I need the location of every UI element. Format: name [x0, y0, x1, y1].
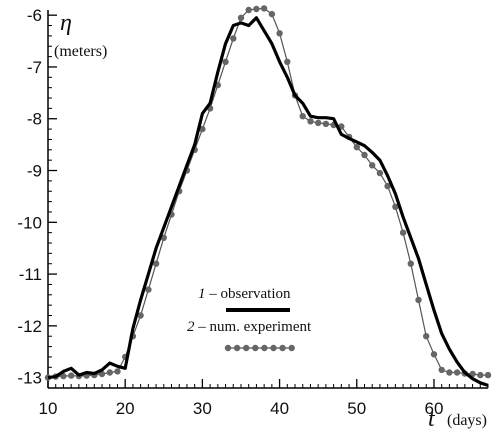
legend-swatch-dot — [233, 344, 241, 352]
data-point-num-experiment — [477, 371, 484, 379]
data-point-num-experiment — [369, 162, 376, 169]
y-tick-label: -13 — [17, 369, 42, 388]
data-point-num-experiment — [384, 182, 391, 190]
ticks: 10 20 30 40 50 60 -6 -7 -8 -9 -10 -11 -12 -13 — [17, 6, 489, 418]
series — [44, 5, 492, 387]
y-tick-label: -7 — [27, 58, 42, 77]
data-point-num-experiment — [315, 119, 322, 127]
data-point-num-experiment — [268, 10, 276, 18]
data-point-num-experiment — [276, 30, 283, 37]
data-point-num-experiment — [68, 372, 75, 379]
data-point-num-experiment — [260, 5, 268, 12]
data-point-num-experiment — [446, 369, 453, 376]
y-tick-label: -8 — [27, 110, 42, 129]
y-tick-label: -11 — [19, 265, 42, 284]
data-point-num-experiment — [453, 369, 461, 376]
data-point-num-experiment — [438, 366, 445, 374]
series-line-num-experiment — [47, 7, 488, 379]
legend-swatch-num-experiment — [224, 344, 295, 352]
legend-swatch-dot — [261, 344, 268, 352]
data-point-num-experiment — [353, 144, 360, 151]
data-point-num-experiment — [307, 118, 314, 125]
data-point-num-experiment — [430, 351, 438, 358]
data-point-num-experiment — [322, 120, 330, 128]
x-tick-label: 50 — [347, 399, 366, 418]
data-point-num-experiment — [152, 260, 160, 267]
x-tick-label: 30 — [193, 399, 212, 418]
data-point-num-experiment — [392, 203, 399, 210]
x-tick-label: 60 — [425, 399, 444, 418]
data-point-num-experiment — [230, 35, 237, 42]
data-point-num-experiment — [222, 58, 229, 65]
y-tick-label: -6 — [27, 6, 42, 25]
x-axis-unit: (days) — [447, 412, 487, 429]
x-tick-label: 20 — [116, 399, 135, 418]
legend-swatch-dot — [288, 344, 295, 352]
data-point-num-experiment — [361, 151, 368, 159]
y-axis-symbol: η — [60, 10, 72, 36]
y-tick-label: -12 — [17, 317, 42, 336]
x-tick-label: 40 — [270, 399, 289, 418]
data-point-num-experiment — [199, 125, 206, 133]
data-point-num-experiment — [237, 14, 245, 21]
legend-entry-2-label: 2 – num. experiment — [187, 319, 312, 335]
data-point-num-experiment — [114, 368, 121, 375]
x-axis-symbol: t — [428, 406, 436, 432]
y-tick-label: -10 — [17, 213, 42, 232]
data-point-num-experiment — [106, 369, 114, 376]
legend-swatch-dot — [270, 344, 277, 352]
legend-swatch-dot — [252, 344, 259, 352]
legend-entry-1-label: 1 – observation — [198, 286, 291, 302]
legend-swatch-dot — [243, 344, 250, 352]
data-point-num-experiment — [415, 296, 422, 304]
y-axis-unit: (meters) — [54, 43, 107, 60]
data-point-num-experiment — [245, 6, 252, 14]
legend-swatch-dot — [279, 344, 286, 352]
y-tick-label: -9 — [27, 162, 42, 181]
legend-swatch-dot — [224, 344, 232, 352]
data-point-num-experiment — [137, 312, 144, 319]
data-point-num-experiment — [253, 5, 260, 13]
data-point-num-experiment — [484, 371, 492, 379]
data-point-num-experiment — [145, 286, 152, 293]
data-point-num-experiment — [284, 58, 291, 65]
data-point-num-experiment — [407, 260, 414, 267]
x-tick-label: 10 — [39, 399, 58, 418]
series-line-observation — [47, 16, 489, 387]
data-point-num-experiment — [60, 372, 67, 380]
data-point-num-experiment — [399, 229, 407, 236]
data-point-num-experiment — [376, 169, 384, 177]
data-point-num-experiment — [423, 333, 430, 340]
legend: 1 – observation 2 – num. experiment — [187, 286, 312, 352]
data-point-num-experiment — [299, 113, 306, 120]
